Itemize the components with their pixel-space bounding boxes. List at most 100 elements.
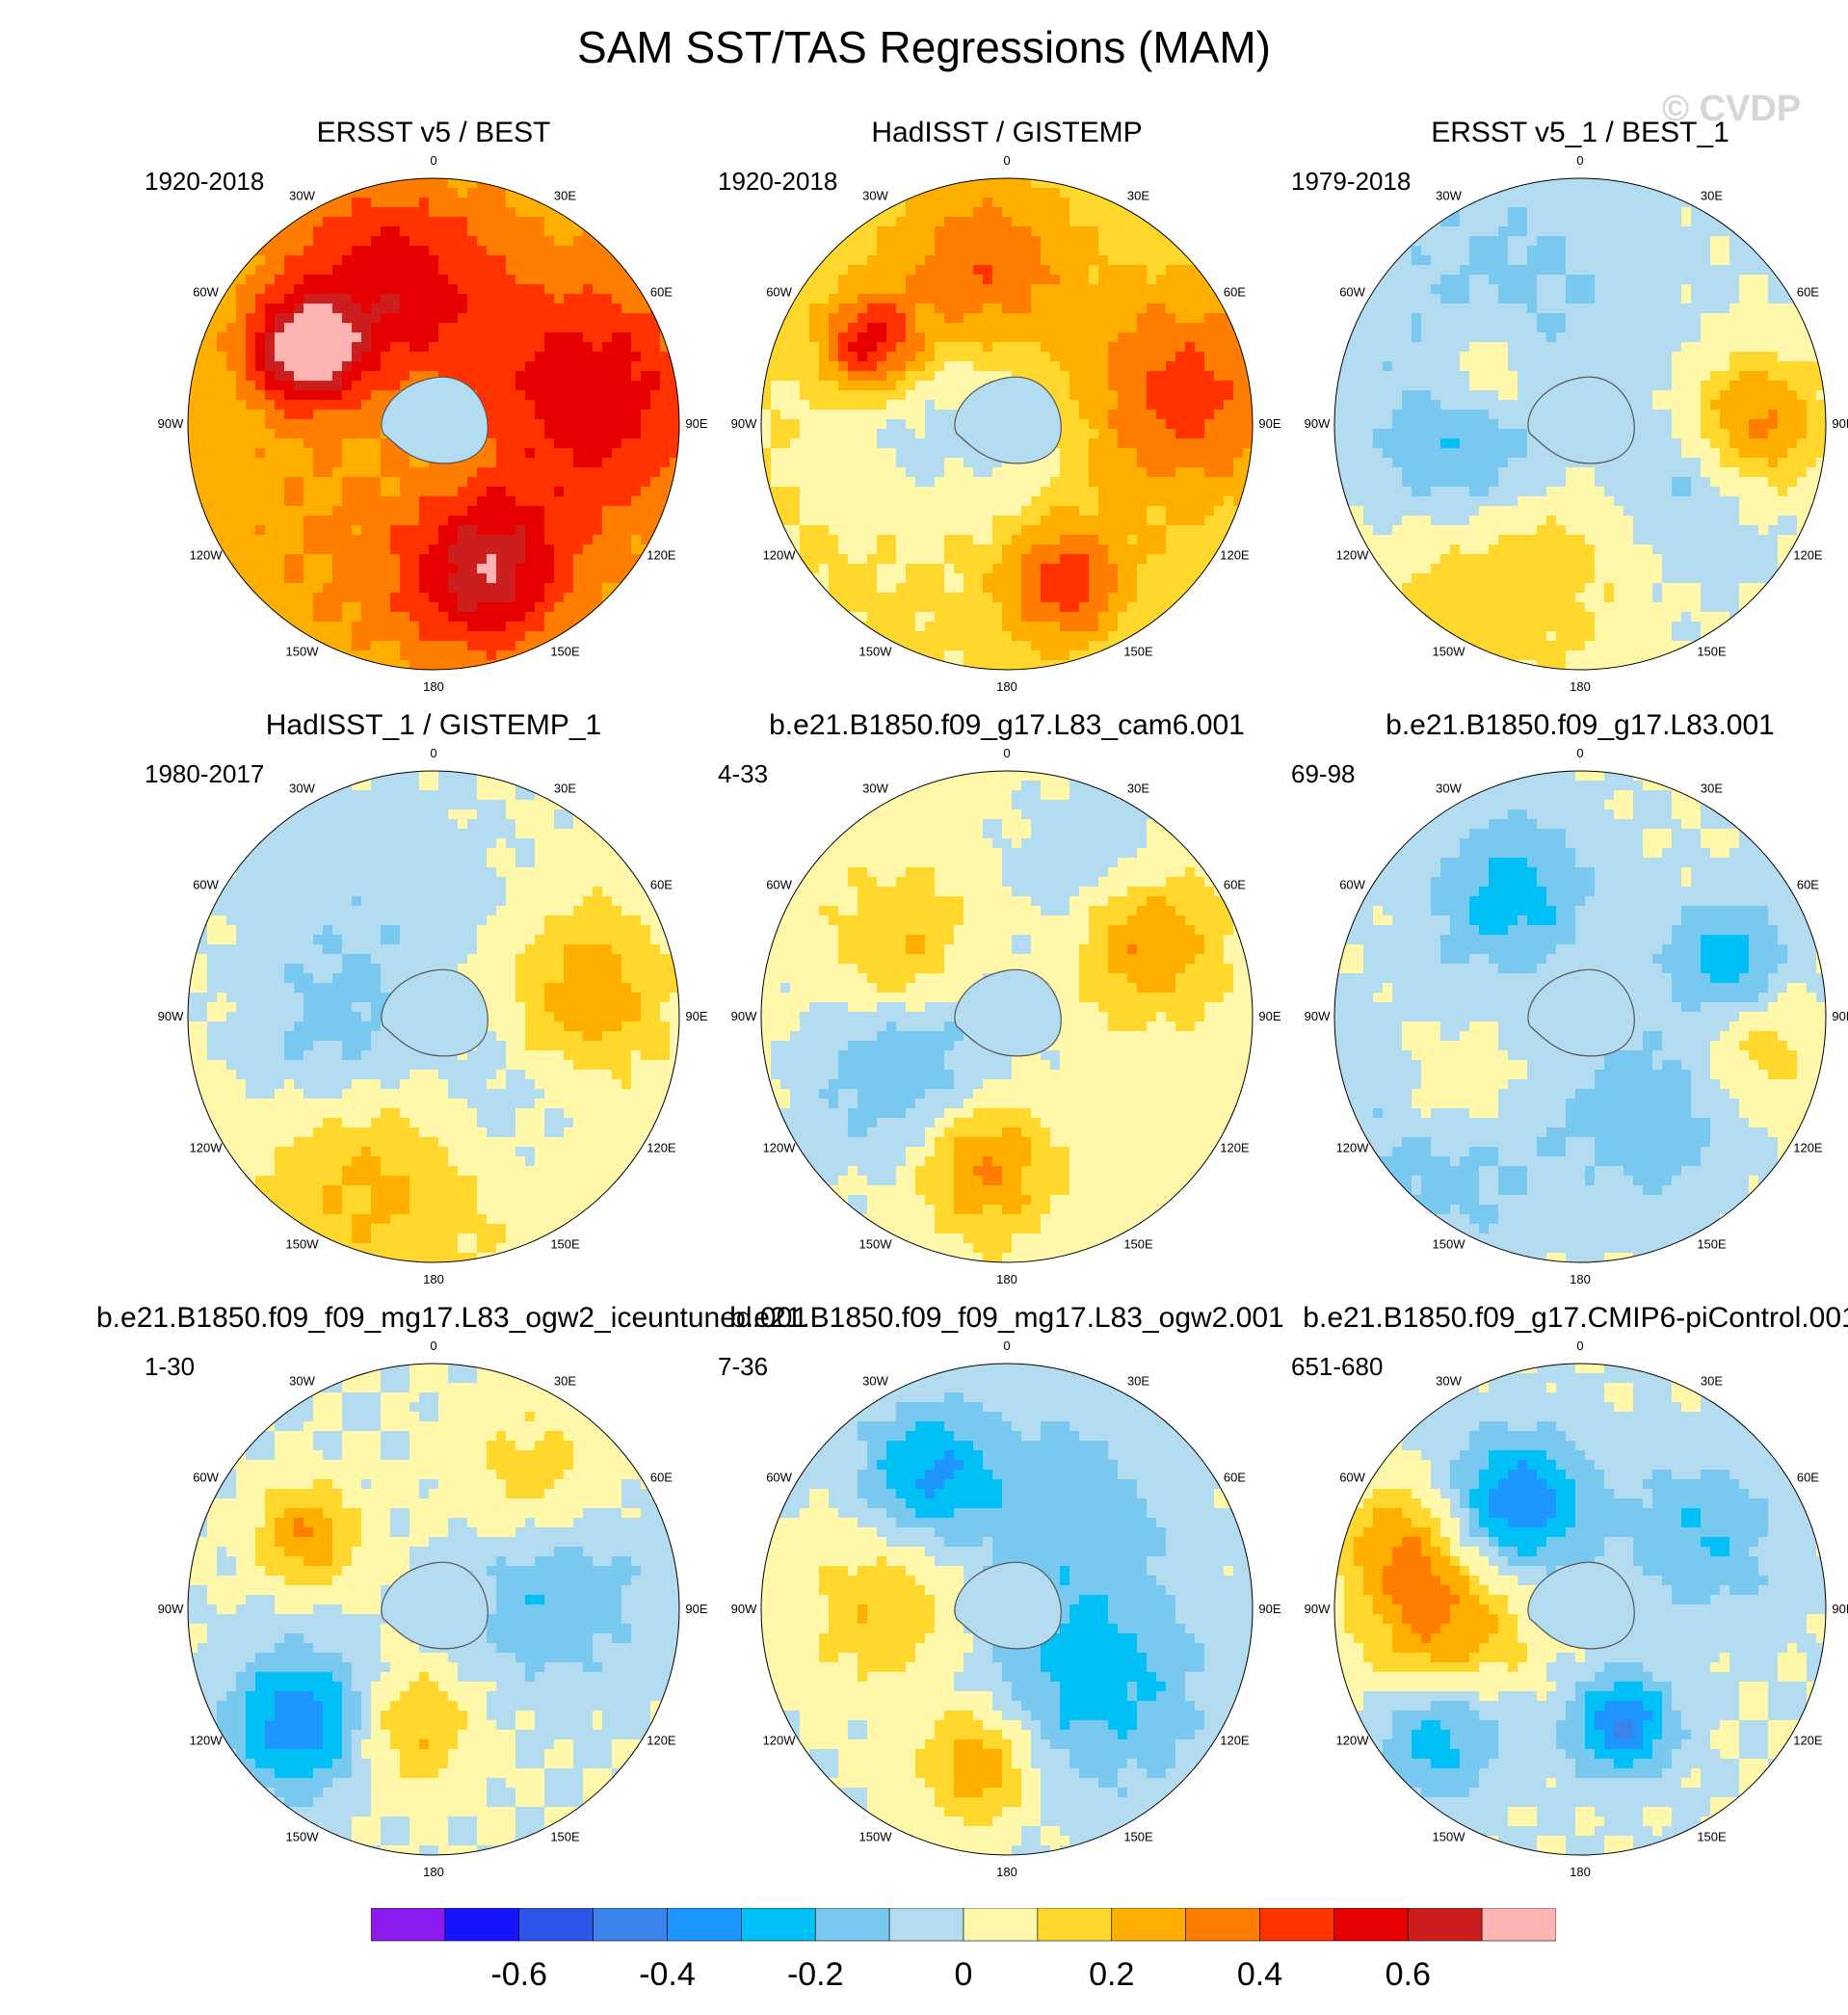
grid-cell: [944, 593, 955, 603]
grid-cell: [790, 323, 801, 333]
grid-cell: [496, 477, 507, 488]
grid-cell: [525, 371, 536, 382]
grid-cell: [226, 506, 237, 517]
grid-cell: [352, 487, 362, 497]
grid-cell: [848, 419, 858, 430]
grid-cell: [1392, 294, 1403, 305]
grid-cell: [323, 332, 333, 343]
grid-cell: [226, 294, 237, 305]
grid-cell: [1127, 458, 1138, 468]
grid-cell: [535, 583, 545, 594]
grid-cell: [1363, 332, 1374, 343]
grid-cell: [809, 458, 820, 468]
grid-cell: [954, 438, 964, 449]
grid-cell: [1060, 188, 1070, 199]
grid-cell: [1089, 381, 1099, 391]
grid-cell: [944, 467, 955, 478]
grid-cell: [332, 265, 343, 276]
grid-cell: [1633, 275, 1644, 285]
grid-cell: [1031, 342, 1042, 353]
grid-cell: [1537, 275, 1547, 285]
grid-cell: [602, 602, 613, 613]
grid-cell: [1079, 207, 1090, 218]
grid-cell: [1546, 188, 1557, 199]
grid-cell: [275, 332, 285, 343]
grid-cell: [265, 535, 276, 545]
grid-cell: [809, 352, 820, 362]
grid-cell: [1060, 178, 1070, 189]
grid-cell: [992, 236, 1003, 247]
grid-cell: [1069, 352, 1080, 362]
grid-cell: [448, 361, 459, 372]
grid-cell: [496, 284, 507, 295]
grid-cell: [294, 342, 304, 353]
grid-cell: [1383, 294, 1393, 305]
grid-cell: [1060, 573, 1070, 584]
grid-cell: [1402, 313, 1412, 324]
grid-cell: [886, 631, 897, 642]
grid-cell: [573, 477, 584, 488]
grid-cell: [1012, 583, 1022, 594]
grid-cell: [448, 371, 459, 382]
grid-cell: [487, 477, 497, 488]
grid-cell: [906, 198, 916, 208]
grid-cell: [1031, 178, 1042, 189]
grid-cell: [944, 544, 955, 555]
grid-cell: [886, 246, 897, 256]
grid-cell: [458, 612, 468, 623]
grid-cell: [1118, 525, 1128, 536]
grid-cell: [1575, 236, 1586, 247]
grid-cell: [1195, 390, 1205, 401]
grid-cell: [1662, 217, 1673, 227]
grid-cell: [448, 198, 459, 208]
grid-cell: [525, 641, 536, 651]
grid-cell: [304, 352, 314, 362]
grid-cell: [381, 342, 391, 353]
grid-cell: [1012, 352, 1022, 362]
grid-cell: [1479, 265, 1490, 276]
grid-cell: [361, 275, 372, 285]
grid-cell: [954, 236, 964, 247]
grid-cell: [487, 207, 497, 218]
grid-cell: [944, 188, 955, 199]
grid-cell: [371, 304, 382, 314]
grid-cell: [515, 323, 526, 333]
grid-cell: [935, 255, 945, 266]
grid-cell: [906, 275, 916, 285]
grid-cell: [612, 544, 622, 555]
grid-cell: [217, 342, 227, 353]
grid-cell: [906, 390, 916, 401]
grid-cell: [381, 294, 391, 305]
grid-cell: [236, 410, 247, 420]
grid-cell: [1175, 448, 1186, 459]
grid-cell: [1050, 313, 1061, 324]
grid-cell: [535, 323, 545, 333]
grid-cell: [583, 573, 594, 584]
grid-cell: [342, 342, 353, 353]
grid-cell: [1604, 304, 1615, 314]
grid-cell: [1778, 265, 1788, 276]
grid-cell: [964, 313, 974, 324]
grid-cell: [790, 313, 801, 324]
grid-cell: [915, 265, 926, 276]
grid-cell: [573, 275, 584, 285]
grid-cell: [564, 554, 574, 565]
grid-cell: [371, 198, 382, 208]
grid-cell: [1108, 217, 1119, 227]
grid-cell: [877, 217, 887, 227]
grid-cell: [612, 477, 622, 488]
grid-cell: [294, 400, 304, 411]
grid-cell: [602, 352, 613, 362]
grid-cell: [1185, 265, 1196, 276]
grid-cell: [1233, 352, 1244, 362]
grid-cell: [554, 390, 565, 401]
grid-cell: [332, 516, 343, 526]
grid-cell: [1402, 265, 1412, 276]
grid-cell: [304, 544, 314, 555]
grid-cell: [906, 381, 916, 391]
grid-cell: [1195, 535, 1205, 545]
grid-cell: [1147, 226, 1157, 237]
grid-cell: [1031, 217, 1042, 227]
grid-cell: [896, 448, 907, 459]
grid-cell: [867, 332, 878, 343]
